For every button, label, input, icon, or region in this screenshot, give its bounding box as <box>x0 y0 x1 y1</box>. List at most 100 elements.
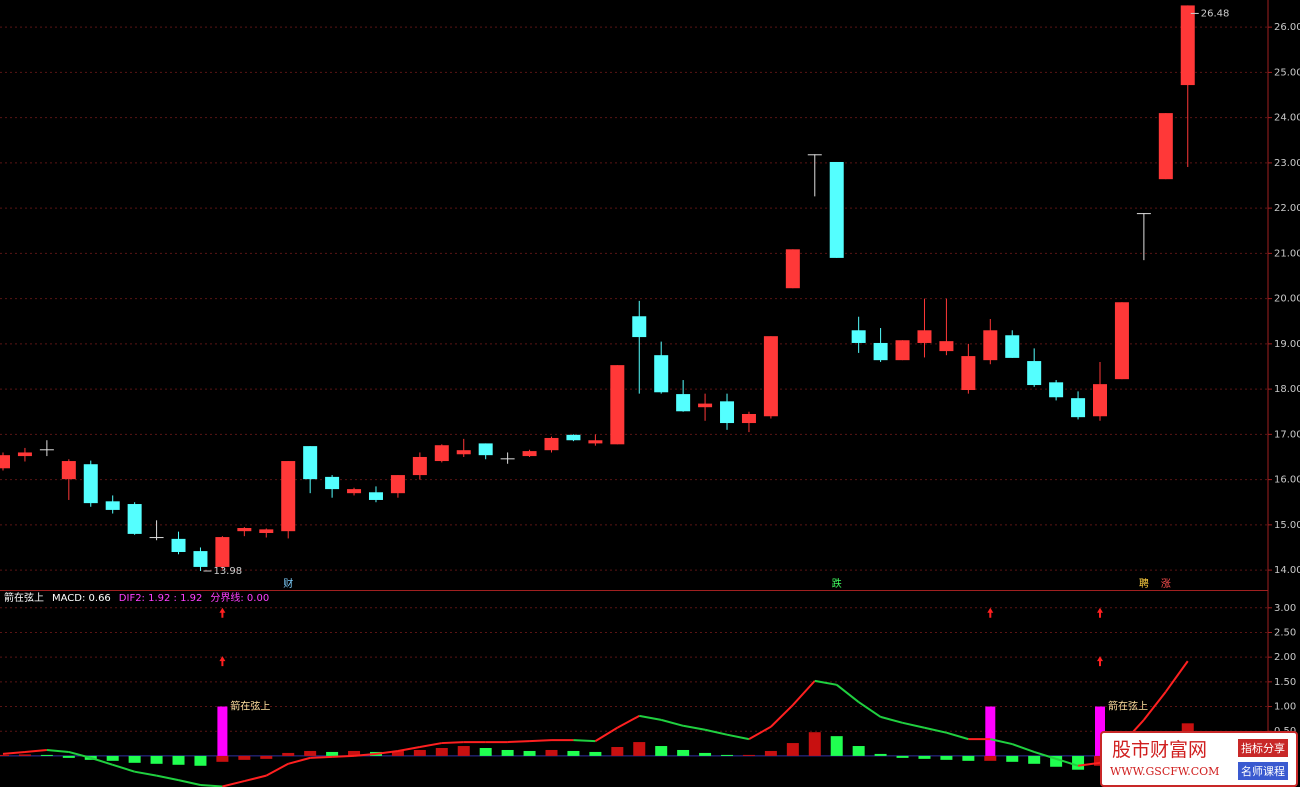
candle-body <box>676 394 691 412</box>
y-tick-label: 26.00 <box>1274 22 1300 33</box>
macd-bar <box>128 755 141 763</box>
macd-bar <box>326 751 339 756</box>
candle-body <box>1136 213 1151 215</box>
y-tick-label: 22.00 <box>1274 203 1300 214</box>
dif-line <box>594 726 618 742</box>
legend-text: 分界线: 0.00 <box>210 591 269 604</box>
candle-body <box>281 461 296 532</box>
candle-body <box>127 504 142 534</box>
macd-bar <box>567 750 580 756</box>
dif-line <box>419 742 442 748</box>
legend-text: MACD: 0.66 <box>52 593 111 604</box>
dif-line <box>310 755 333 759</box>
macd-bar <box>457 746 470 756</box>
signal-arrow <box>1097 607 1103 618</box>
candle-body <box>632 316 647 338</box>
dif-line <box>134 770 157 777</box>
macd-bar <box>984 755 997 761</box>
macd-bar <box>874 753 887 756</box>
macd-bar <box>918 755 931 759</box>
candle-body <box>720 401 735 424</box>
candle-body <box>149 537 164 539</box>
macd-bar <box>1072 755 1085 770</box>
macd-bar <box>830 736 843 756</box>
dif-line <box>726 733 750 741</box>
macd-bar <box>940 755 953 760</box>
candle-body <box>105 501 120 510</box>
candle-body <box>917 330 932 343</box>
signal-tag: 财 <box>283 577 293 590</box>
macd-bar <box>348 750 361 756</box>
signal-arrow <box>219 656 226 667</box>
macd-bar <box>677 749 690 756</box>
macd-bar <box>282 752 295 756</box>
macd-bar <box>304 750 317 756</box>
macd-bar <box>501 749 514 756</box>
macd-bar <box>699 752 712 756</box>
macd-bar <box>479 748 492 756</box>
dif-line <box>200 784 223 787</box>
macd-bar <box>172 755 185 765</box>
dif-line <box>1143 691 1167 721</box>
annotation-label: 26.48 <box>1201 8 1230 19</box>
macd-bar <box>0 754 9 756</box>
signal-tag: 聘 <box>1139 577 1149 590</box>
dif-line <box>332 754 355 758</box>
y-tick-label: 23.00 <box>1274 158 1300 169</box>
macd-bar <box>589 751 602 756</box>
y-tick-label: 20.00 <box>1274 294 1300 305</box>
candle-body <box>171 538 186 552</box>
y-tick-label: 14.00 <box>1274 565 1300 576</box>
macd-bar <box>1028 755 1041 764</box>
signal-bar <box>217 706 228 756</box>
dif-line <box>68 750 92 759</box>
dif-line <box>1055 757 1079 767</box>
signal-label: 箭在弦上 <box>1108 700 1148 713</box>
y-tick-label: 1.50 <box>1274 677 1296 688</box>
macd-bar <box>545 749 558 756</box>
dif-line <box>265 762 289 777</box>
candle-body <box>1027 361 1042 386</box>
macd-bar <box>194 755 207 766</box>
candle-body <box>1071 398 1086 418</box>
candle-body <box>939 341 954 352</box>
dif-line <box>770 704 794 728</box>
candle-body <box>983 330 998 361</box>
dif-line <box>244 774 267 783</box>
dif-line <box>573 739 596 743</box>
candle-body <box>1180 5 1195 86</box>
macd-bar <box>808 732 821 756</box>
dif-line <box>287 756 311 765</box>
candle-body <box>829 161 844 258</box>
dif-line <box>704 728 728 736</box>
macd-bar <box>435 748 448 756</box>
y-tick-label: 18.00 <box>1274 384 1300 395</box>
y-tick-label: 25.00 <box>1274 67 1300 78</box>
candle-body <box>193 551 208 567</box>
macd-bar <box>655 746 668 756</box>
signal-bar <box>985 706 996 756</box>
candle-body <box>610 365 625 445</box>
candle-body <box>434 445 449 462</box>
dif-line <box>682 724 706 731</box>
candle-body <box>500 458 515 460</box>
candle-body <box>303 446 318 480</box>
candle-body <box>961 356 976 391</box>
candle-body <box>325 476 340 490</box>
y-tick-label: 1.00 <box>1274 702 1296 713</box>
candle-body <box>544 437 559 451</box>
y-tick-label: 21.00 <box>1274 248 1300 259</box>
signal-bar <box>1095 706 1105 756</box>
candle-body <box>0 455 10 469</box>
candle-body <box>763 336 778 417</box>
legend-text: 箭在弦上 <box>4 591 44 604</box>
candle-body <box>456 450 471 455</box>
candle-body <box>851 330 866 343</box>
macd-bar <box>391 750 404 756</box>
macd-bar <box>238 755 251 760</box>
candle-body <box>698 403 713 408</box>
candle-body <box>785 249 800 289</box>
candle-body <box>478 443 493 456</box>
